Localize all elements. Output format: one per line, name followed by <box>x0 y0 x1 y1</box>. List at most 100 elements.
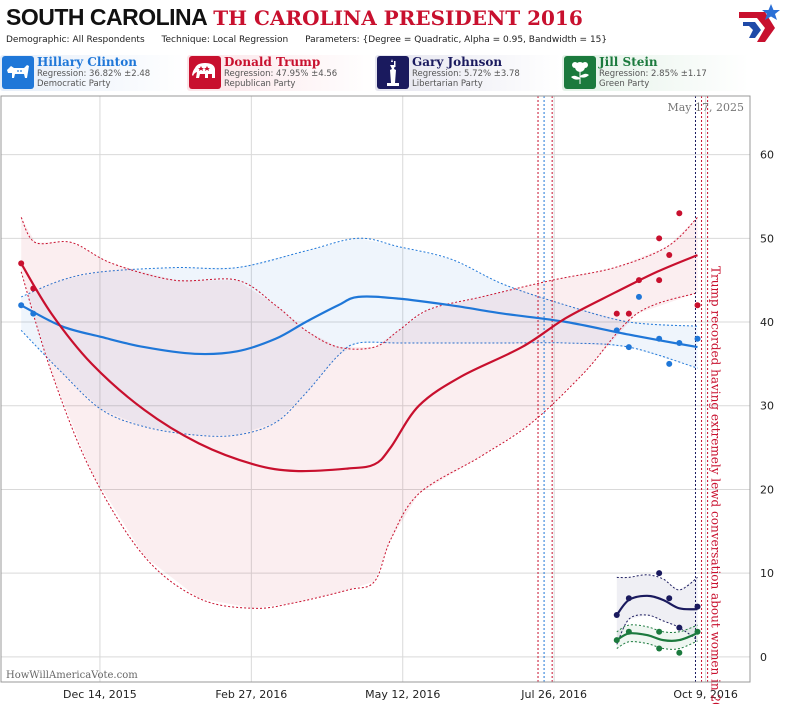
y-tick-label: 40 <box>760 316 774 329</box>
poll-point <box>656 645 663 652</box>
candidate-party: Libertarian Party <box>412 79 483 89</box>
poll-point <box>656 628 663 635</box>
poll-point <box>18 302 25 309</box>
poll-point <box>635 277 642 284</box>
regression-line <box>20 254 698 473</box>
parameters-label: Parameters: <box>305 35 360 45</box>
x-tick-label: May 12, 2016 <box>365 688 440 701</box>
x-axis-ticks: Dec 14, 2015 Feb 27, 2016 May 12, 2016 Jul … <box>63 688 738 701</box>
candidate-name: Hillary Clinton <box>37 55 137 69</box>
x-tick-label: Dec 14, 2015 <box>63 688 137 701</box>
candidate-card-clinton[interactable]: Hillary Clinton Regression: 36.82% ±2.48… <box>0 55 186 91</box>
demographic-value: All Respondents <box>72 35 145 45</box>
poll-point <box>30 310 37 317</box>
candidate-name: Donald Trump <box>224 55 321 69</box>
site-logo-icon[interactable] <box>735 2 781 48</box>
x-tick-label: Feb 27, 2016 <box>215 688 287 701</box>
poll-point <box>676 339 683 346</box>
candidate-regression: Regression: 47.95% ±4.56 <box>224 69 338 79</box>
band-upper-line <box>21 237 698 327</box>
poll-point <box>656 277 663 284</box>
date-stamp: May 17, 2025 <box>667 101 744 114</box>
poll-point <box>694 603 701 610</box>
elephant-icon <box>189 56 221 89</box>
band-lower-line <box>20 271 698 609</box>
poll-point <box>18 260 25 267</box>
technique-label: Technique: <box>161 35 210 45</box>
poll-chart: 0 10 20 30 40 50 60 Dec 14, 2015 Feb 27, 2016 Ma… <box>0 95 774 704</box>
poll-point <box>625 628 632 635</box>
poll-point <box>676 624 683 631</box>
candidate-name: Gary Johnson <box>412 55 503 69</box>
poll-point <box>694 335 701 342</box>
poll-point <box>613 327 620 334</box>
parameters-line: Demographic: All Respondents Technique: … <box>6 35 607 45</box>
poll-point <box>666 595 673 602</box>
flower-icon <box>564 56 596 89</box>
poll-point <box>694 628 701 635</box>
y-tick-label: 20 <box>760 483 774 496</box>
poll-point <box>625 344 632 351</box>
candidate-card-stein[interactable]: Jill Stein Regression: 2.85% ±1.17 Green… <box>562 55 749 91</box>
candidate-party: Green Party <box>599 79 650 89</box>
band-lower-line <box>20 330 698 437</box>
band-lower-line <box>616 640 698 650</box>
candidate-party: Republican Party <box>224 79 296 89</box>
regression-line <box>20 295 698 356</box>
event-markers <box>537 96 709 682</box>
candidate-regression: Regression: 5.72% ±3.78 <box>412 69 520 79</box>
page-subtitle: TH CAROLINA PRESIDENT 2016 <box>213 6 583 30</box>
band-upper-line <box>616 624 698 634</box>
technique-value: Local Regression <box>212 35 289 45</box>
poll-points <box>18 210 701 656</box>
candidate-party: Democratic Party <box>37 79 111 89</box>
demographic-label: Demographic: <box>6 35 70 45</box>
candidate-regression: Regression: 36.82% ±2.48 <box>37 69 151 79</box>
poll-point <box>613 637 620 644</box>
poll-point <box>625 595 632 602</box>
poll-point <box>676 649 683 656</box>
candidate-card-trump[interactable]: Donald Trump Regression: 47.95% ±4.56 Re… <box>187 55 374 91</box>
poll-point <box>30 285 37 292</box>
plot-frame <box>0 95 751 683</box>
poll-point <box>656 235 663 242</box>
poll-point <box>676 210 683 217</box>
poll-point <box>635 293 642 300</box>
candidate-card-johnson[interactable]: Gary Johnson Regression: 5.72% ±3.78 Lib… <box>375 55 561 91</box>
poll-point <box>656 335 663 342</box>
y-tick-label: 0 <box>760 651 767 664</box>
poll-point <box>656 570 663 577</box>
candidate-name: Jill Stein <box>599 55 658 69</box>
x-tick-label: Oct 9, 2016 <box>673 688 738 701</box>
y-tick-label: 50 <box>760 232 774 245</box>
poll-point <box>613 310 620 317</box>
y-tick-label: 30 <box>760 400 774 413</box>
poll-point <box>666 360 673 367</box>
parameters-value: {Degree = Quadratic, Alpha = 0.95, Bandw… <box>362 35 608 45</box>
candidate-regression: Regression: 2.85% ±1.17 <box>599 69 707 79</box>
confidence-band <box>616 574 698 645</box>
poll-point <box>666 252 673 259</box>
confidence-band <box>21 238 698 435</box>
poll-point <box>613 612 620 619</box>
watermark: HowWillAmericaVote.com <box>6 670 138 681</box>
confidence-bands <box>20 217 698 650</box>
y-axis-ticks: 0 10 20 30 40 50 60 <box>760 149 774 664</box>
poll-point <box>625 310 632 317</box>
confidence-band <box>616 625 698 649</box>
page-title: SOUTH CAROLINA <box>6 4 208 30</box>
band-upper-line <box>20 217 698 350</box>
x-tick-label: Jul 26, 2016 <box>520 688 587 701</box>
title-row: SOUTH CAROLINA TH CAROLINA PRESIDENT 2016 <box>6 4 583 34</box>
confidence-band <box>21 217 698 609</box>
poll-point <box>694 302 701 309</box>
y-tick-label: 10 <box>760 567 774 580</box>
band-upper-line <box>616 574 698 591</box>
donkey-icon <box>2 56 34 89</box>
event-annotation: Trump recorded having extremely lewd con… <box>709 266 723 704</box>
candidate-legend: Hillary Clinton Regression: 36.82% ±2.48… <box>0 55 789 93</box>
y-tick-label: 60 <box>760 149 774 162</box>
statue-of-liberty-icon <box>377 56 409 89</box>
grid-lines <box>1 96 750 682</box>
band-lower-line <box>616 614 698 645</box>
